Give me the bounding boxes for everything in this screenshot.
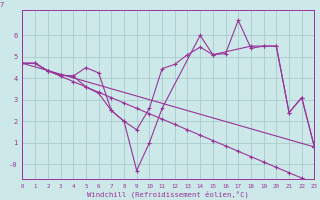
X-axis label: Windchill (Refroidissement éolien,°C): Windchill (Refroidissement éolien,°C) bbox=[87, 190, 249, 198]
Text: 7: 7 bbox=[0, 2, 4, 8]
